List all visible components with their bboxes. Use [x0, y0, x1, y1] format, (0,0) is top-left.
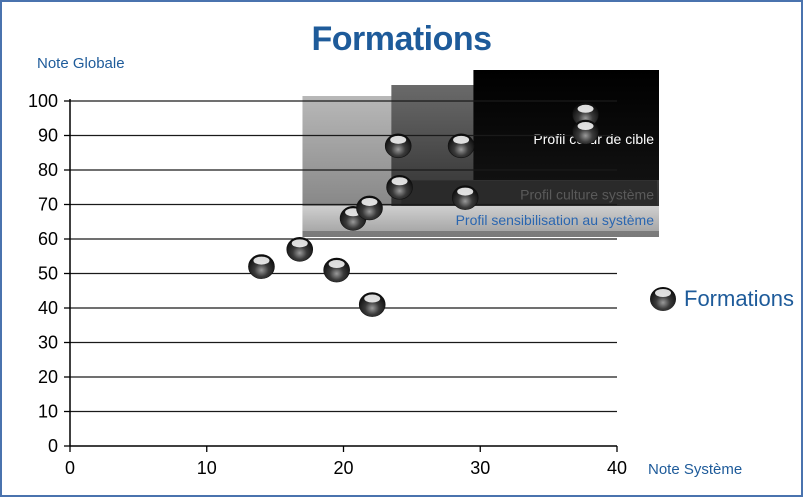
data-point-5-highlight	[364, 294, 381, 303]
y-tick-label-50: 50	[38, 264, 58, 284]
y-tick-label-70: 70	[38, 195, 58, 215]
zone-1-label-band	[401, 180, 657, 206]
y-tick-label-30: 30	[38, 333, 58, 353]
data-point-11-highlight	[577, 122, 594, 131]
zone-1-label: Profil culture système	[520, 186, 654, 202]
legend-label: Formations	[684, 286, 795, 311]
data-point-7	[386, 174, 413, 200]
y-tick-label-0: 0	[48, 436, 58, 456]
data-point-4-highlight	[361, 197, 378, 206]
data-point-6-highlight	[390, 135, 407, 144]
data-point-8-highlight	[453, 135, 470, 144]
data-point-11	[572, 119, 599, 145]
data-point-1	[286, 237, 314, 262]
y-tick-label-80: 80	[38, 160, 58, 180]
data-point-4	[356, 195, 383, 221]
data-point-2-highlight	[328, 260, 345, 269]
y-tick-label-40: 40	[38, 298, 58, 318]
data-point-9-highlight	[457, 187, 474, 196]
data-point-10-highlight	[577, 104, 594, 113]
data-point-7-highlight	[391, 177, 408, 186]
x-tick-label-20: 20	[333, 458, 353, 478]
data-point-9	[451, 185, 479, 210]
y-tick-label-10: 10	[38, 402, 58, 422]
x-tick-label-30: 30	[470, 458, 490, 478]
data-point-0	[248, 254, 275, 279]
x-tick-label-0: 0	[65, 458, 75, 478]
data-point-0-highlight	[253, 256, 270, 265]
data-point-6	[384, 133, 412, 159]
data-point-10	[572, 102, 599, 128]
x-tick-label-10: 10	[197, 458, 217, 478]
data-point-8	[447, 133, 475, 159]
data-point-2	[323, 257, 350, 283]
zone-2-box	[473, 70, 659, 180]
data-point-5	[358, 292, 386, 317]
y-tick-label-90: 90	[38, 126, 58, 146]
zone-0-label: Profil sensibilisation au système	[456, 212, 655, 228]
legend: Formations	[648, 286, 794, 312]
y-tick-label-20: 20	[38, 367, 58, 387]
x-tick-label-40: 40	[607, 458, 627, 478]
x-axis-label: Note Système	[648, 461, 743, 478]
y-tick-label-100: 100	[28, 91, 58, 111]
data-point-1-highlight	[291, 239, 308, 248]
y-axis-label: Note Globale	[37, 55, 125, 72]
legend-marker-icon	[650, 287, 676, 311]
chart-title: Formations	[311, 20, 492, 58]
y-tick-label-60: 60	[38, 229, 58, 249]
